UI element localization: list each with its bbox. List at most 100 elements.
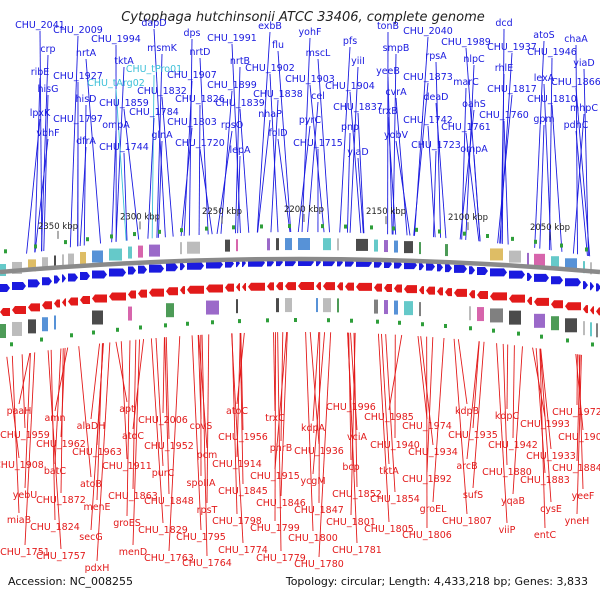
reverse-gene-connector	[309, 331, 320, 445]
reverse-feature-block	[419, 302, 421, 317]
marker-tick	[566, 338, 569, 343]
forward-gene-connector	[435, 61, 442, 238]
forward-gene-connector	[465, 132, 480, 242]
forward-gene-arrow	[445, 264, 452, 273]
reverse-gene-arrow	[92, 294, 107, 303]
forward-gene-label: pyrC	[299, 115, 322, 126]
reverse-gene-label: viiP	[499, 525, 516, 536]
marker-tick	[86, 237, 89, 242]
forward-gene-connector	[34, 77, 41, 253]
reverse-gene-label: CHU_1845	[218, 486, 268, 497]
reverse-gene-arrow	[590, 306, 594, 315]
forward-gene-label: CHU_1826	[175, 94, 225, 105]
marker-tick	[232, 225, 235, 230]
marker-tick	[186, 321, 189, 326]
forward-feature-block	[551, 256, 559, 269]
forward-feature-block	[138, 245, 143, 258]
reverse-feature-block	[12, 321, 22, 336]
forward-gene-arrow	[128, 266, 136, 275]
reverse-gene-arrow	[316, 282, 321, 291]
forward-gene-arrow	[469, 266, 475, 275]
forward-gene-connector	[39, 30, 43, 252]
forward-gene-arrow	[109, 268, 126, 277]
reverse-gene-label: CHU_1908	[0, 460, 44, 471]
forward-feature-block	[509, 250, 521, 263]
reverse-gene-arrow	[445, 288, 452, 297]
forward-feature-block	[42, 257, 48, 270]
kbp-tick-label: 2200 kbp	[284, 205, 324, 215]
reverse-gene-label: kdpB	[455, 406, 479, 417]
forward-gene-label: CHU_1903	[285, 74, 335, 85]
forward-gene-connector	[346, 132, 351, 233]
forward-gene-arrow	[12, 281, 26, 290]
kbp-tick-label: 2150 kbp	[366, 207, 406, 217]
marker-tick	[350, 318, 353, 323]
forward-feature-block	[419, 242, 421, 255]
reverse-gene-arrow	[42, 301, 52, 310]
reverse-gene-arrow	[454, 288, 467, 297]
forward-gene-label: CHU_1838	[253, 89, 303, 100]
kbp-tick-label: 2100 kbp	[448, 213, 488, 223]
forward-gene-label: CHU_1989	[441, 37, 491, 48]
forward-gene-label: nrtB	[230, 56, 250, 67]
forward-gene-connector	[269, 73, 279, 233]
forward-gene-connector	[575, 44, 578, 255]
reverse-gene-arrow	[490, 292, 507, 301]
forward-gene-label: crp	[40, 44, 55, 55]
reverse-gene-connector	[54, 348, 62, 465]
forward-gene-connector	[551, 104, 563, 252]
forward-gene-connector	[339, 46, 351, 233]
forward-gene-connector	[277, 138, 291, 233]
forward-gene-connector	[503, 120, 509, 245]
forward-feature-block	[298, 238, 310, 251]
forward-gene-label: yohF	[299, 27, 322, 38]
marker-tick	[10, 342, 13, 347]
reverse-gene-label: CHU_1798	[212, 516, 262, 527]
forward-gene-label: dapD	[141, 18, 166, 29]
reverse-gene-label: CHU_1872	[36, 495, 86, 506]
reverse-feature-block	[54, 315, 56, 330]
forward-gene-connector	[459, 109, 475, 240]
forward-gene-connector	[307, 101, 319, 233]
reverse-gene-label: amn	[44, 413, 65, 424]
reverse-gene-connector	[539, 348, 552, 503]
forward-gene-connector	[157, 140, 163, 238]
forward-gene-connector	[270, 99, 279, 233]
reverse-feature-block	[509, 310, 521, 325]
forward-gene-label: ribE	[31, 67, 50, 78]
forward-gene-connector	[123, 108, 140, 240]
marker-tick	[64, 240, 67, 245]
reverse-gene-arrow	[384, 284, 392, 293]
forward-feature-block	[92, 250, 103, 263]
forward-gene-connector	[83, 104, 87, 246]
marker-tick	[534, 239, 537, 244]
forward-gene-connector	[539, 124, 545, 249]
marker-tick	[591, 342, 594, 347]
forward-gene-label: pdhC	[564, 120, 589, 131]
reverse-gene-arrow	[337, 282, 343, 291]
forward-gene-connector	[357, 112, 365, 234]
reverse-gene-label: CHU_1933	[526, 451, 576, 462]
forward-gene-label: CHU_tPro01	[126, 64, 182, 75]
forward-gene-label: CHU_1832	[137, 86, 187, 97]
reverse-feature-block	[285, 298, 292, 313]
reverse-feature-block	[316, 298, 318, 313]
forward-gene-label: flu	[272, 40, 284, 51]
forward-gene-label: CHU_1866	[551, 77, 600, 88]
forward-gene-connector	[161, 96, 174, 237]
reverse-gene-connector	[496, 343, 508, 524]
reverse-gene-arrow	[187, 285, 204, 294]
reverse-gene-label: yqaB	[501, 496, 525, 507]
forward-gene-connector	[220, 90, 233, 234]
forward-feature-block	[394, 240, 398, 253]
forward-gene-arrow	[534, 273, 549, 282]
reverse-gene-connector	[347, 332, 358, 544]
reverse-gene-label: CHU_1915	[250, 471, 300, 482]
forward-feature-block	[527, 252, 529, 265]
forward-gene-arrow	[92, 270, 107, 279]
marker-tick	[511, 236, 514, 241]
marker-tick	[70, 333, 73, 338]
forward-feature-block	[445, 244, 448, 257]
marker-tick	[110, 234, 113, 239]
